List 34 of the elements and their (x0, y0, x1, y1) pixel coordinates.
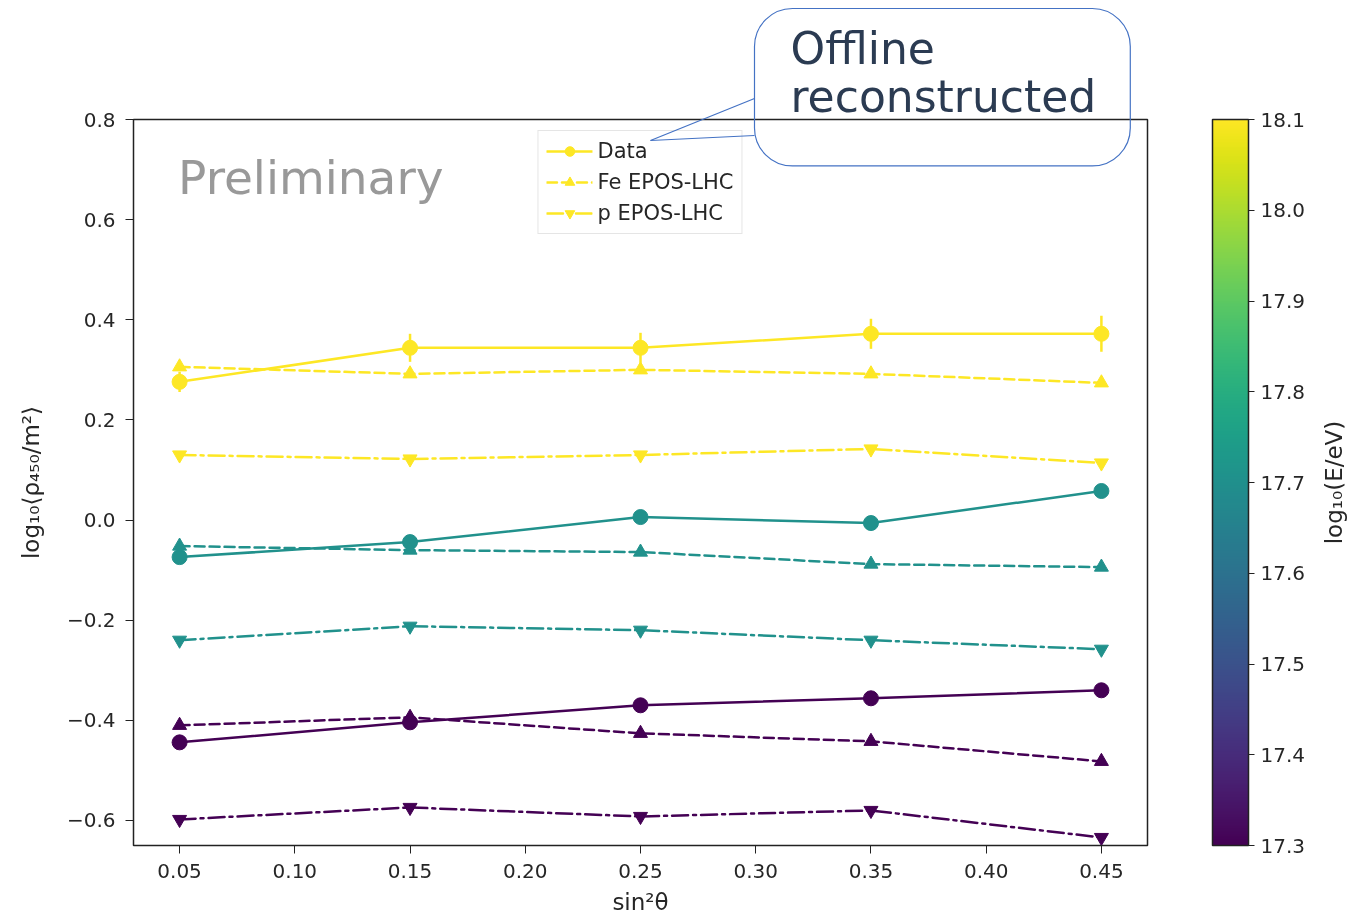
y-tick-label: 0.0 (83, 508, 116, 533)
legend-label: Data (597, 139, 648, 163)
y-tick-label: 0.8 (83, 107, 116, 132)
color-bar-label: 17.3 (1260, 833, 1306, 858)
color-bar-label: 17.4 (1260, 742, 1306, 767)
annotation: Offline reconstructed (790, 22, 1097, 122)
x-axis-title: sin²θ (612, 888, 669, 915)
x-tick-label: 0.05 (157, 858, 202, 883)
x-tick-label: 0.30 (733, 858, 778, 883)
color-bar-label: 17.5 (1260, 652, 1306, 676)
color-bar-label: 18.0 (1260, 198, 1306, 223)
y-tick-label: −0.2 (66, 608, 116, 633)
y-tick-label: 0.6 (83, 207, 116, 232)
y-tick-label: 0.4 (83, 307, 116, 332)
color-bar-label: 18.1 (1260, 107, 1306, 132)
y-tick-label: −0.6 (66, 808, 116, 833)
y-tick-label: 0.2 (83, 407, 116, 432)
x-tick-label: 0.25 (618, 858, 663, 883)
color-bar-label: 17.9 (1260, 289, 1306, 313)
color-bar-label: 17.8 (1260, 379, 1306, 404)
annotation: Preliminary (178, 149, 444, 205)
x-tick-label: 0.10 (272, 858, 318, 883)
x-tick-label: 0.35 (848, 858, 894, 883)
legend-label: p EPOS-LHC (597, 201, 723, 225)
y-tick-label: −0.4 (66, 708, 116, 733)
x-tick-label: 0.45 (1079, 858, 1124, 883)
x-tick-label: 0.15 (387, 858, 433, 883)
legend-label: Fe EPOS-LHC (597, 170, 734, 194)
color-bar-label: 17.6 (1260, 561, 1306, 586)
color-bar-title: log₁₀(E/eV) (1320, 420, 1347, 545)
y-axis-title: log₁₀⟨ρ₄₅₀/m²⟩ (17, 405, 44, 560)
x-tick-label: 0.20 (503, 858, 548, 883)
x-tick-label: 0.40 (963, 858, 1009, 883)
color-bar-label: 17.7 (1260, 470, 1306, 495)
